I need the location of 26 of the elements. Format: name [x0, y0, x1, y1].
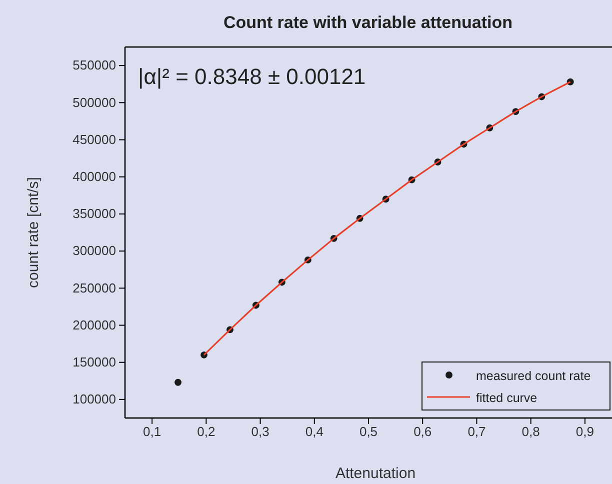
x-tick-label: 0,3 — [251, 424, 270, 440]
y-tick-label: 200000 — [72, 317, 116, 332]
y-tick-label: 450000 — [72, 132, 116, 147]
chart-title: Count rate with variable attenuation — [223, 13, 513, 32]
x-tick-label: 0,7 — [468, 424, 486, 440]
point — [174, 378, 182, 386]
x-axis-title: Attenutation — [335, 465, 416, 482]
annotation: |α|² = 0.8348 ± 0.00121 — [138, 64, 366, 89]
y-tick-label: 550000 — [72, 58, 116, 73]
x-tick-label: 0,9 — [576, 424, 594, 440]
y-axis-title: count rate [cnt/s] — [25, 177, 42, 288]
legend-label: fitted curve — [476, 391, 538, 405]
y-tick-label: 100000 — [72, 392, 116, 407]
x-tick-label: 0,5 — [359, 424, 378, 440]
x-tick-label: 0,2 — [197, 424, 216, 440]
x-tick-label: 0,8 — [522, 424, 540, 440]
y-tick-label: 250000 — [72, 280, 116, 296]
y-tick-label: 150000 — [72, 354, 116, 370]
y-tick-label: 400000 — [72, 169, 116, 184]
y-tick-label: 500000 — [72, 94, 116, 110]
x-tick-label: 0,4 — [305, 424, 324, 440]
legend-label: measured count rate — [476, 369, 591, 383]
y-tick-label: 300000 — [72, 243, 116, 258]
x-tick-label: 0,1 — [143, 424, 162, 440]
y-tick-label: 350000 — [72, 206, 116, 222]
x-tick-label: 0,6 — [414, 424, 432, 440]
